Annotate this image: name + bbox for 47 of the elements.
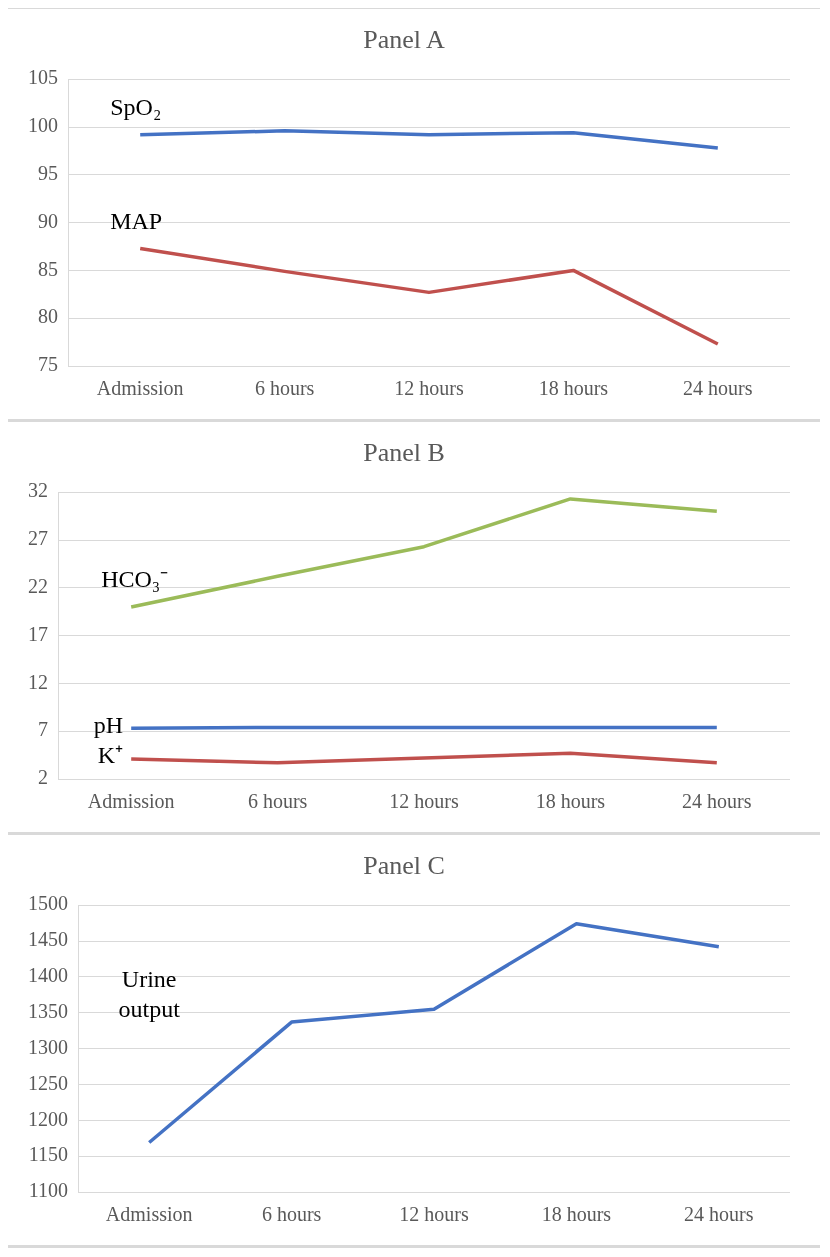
y-tick-label: 22 — [28, 575, 48, 598]
x-tick-label: 6 hours — [261, 1203, 322, 1226]
series-label: SpO₂ — [110, 93, 162, 120]
y-tick-label: 27 — [28, 527, 48, 550]
y-tick-label: 2 — [38, 766, 48, 789]
y-tick-label: 75 — [38, 353, 58, 376]
y-tick-label: 1100 — [28, 1179, 68, 1202]
series-label: pH — [93, 711, 124, 738]
y-tick-label: 1200 — [28, 1107, 68, 1130]
series-label: MAP — [110, 207, 163, 234]
y-tick-label: 7 — [38, 718, 48, 741]
y-tick-label: 85 — [38, 257, 58, 280]
text: Urine output — [118, 965, 181, 1022]
x-tick-label: Admission — [105, 1203, 193, 1226]
series-label: K⁺ — [97, 742, 124, 769]
x-tick-label: Admission — [96, 377, 184, 400]
y-tick-label: 1150 — [28, 1143, 68, 1166]
y-tick-label: 17 — [28, 622, 48, 645]
x-tick-label: 6 hours — [254, 377, 315, 400]
y-tick-label: 1400 — [28, 964, 68, 987]
y-tick-label: 1250 — [28, 1071, 68, 1094]
x-tick-label: 18 hours — [535, 790, 606, 813]
chart-title: Panel B — [363, 438, 445, 468]
x-tick-label: 24 hours — [683, 377, 753, 400]
y-tick-label: 100 — [28, 114, 58, 137]
y-tick-label: 12 — [28, 670, 48, 693]
x-tick-label: 24 hours — [682, 790, 752, 813]
x-tick-label: 24 hours — [684, 1203, 754, 1226]
series-label: HCO₃⁻ — [101, 566, 169, 593]
x-tick-label: 12 hours — [399, 1203, 469, 1226]
x-tick-label: Admission — [87, 790, 175, 813]
y-tick-label: 95 — [38, 162, 58, 185]
x-tick-label: 12 hours — [389, 790, 459, 813]
chart-title: Panel C — [363, 851, 445, 881]
x-tick-label: 18 hours — [541, 1203, 612, 1226]
y-tick-label: 32 — [28, 479, 48, 502]
x-tick-label: 6 hours — [247, 790, 308, 813]
y-tick-label: 1450 — [28, 928, 68, 951]
y-tick-label: 90 — [38, 209, 58, 232]
x-tick-label: 18 hours — [538, 377, 609, 400]
y-tick-label: 105 — [28, 66, 58, 89]
y-tick-label: 80 — [38, 305, 58, 328]
y-tick-label: 1300 — [28, 1035, 68, 1058]
y-tick-label: 1350 — [28, 1000, 68, 1022]
x-tick-label: 12 hours — [394, 377, 464, 400]
chart-title: Panel A — [363, 25, 446, 55]
y-tick-label: 1500 — [28, 892, 68, 915]
